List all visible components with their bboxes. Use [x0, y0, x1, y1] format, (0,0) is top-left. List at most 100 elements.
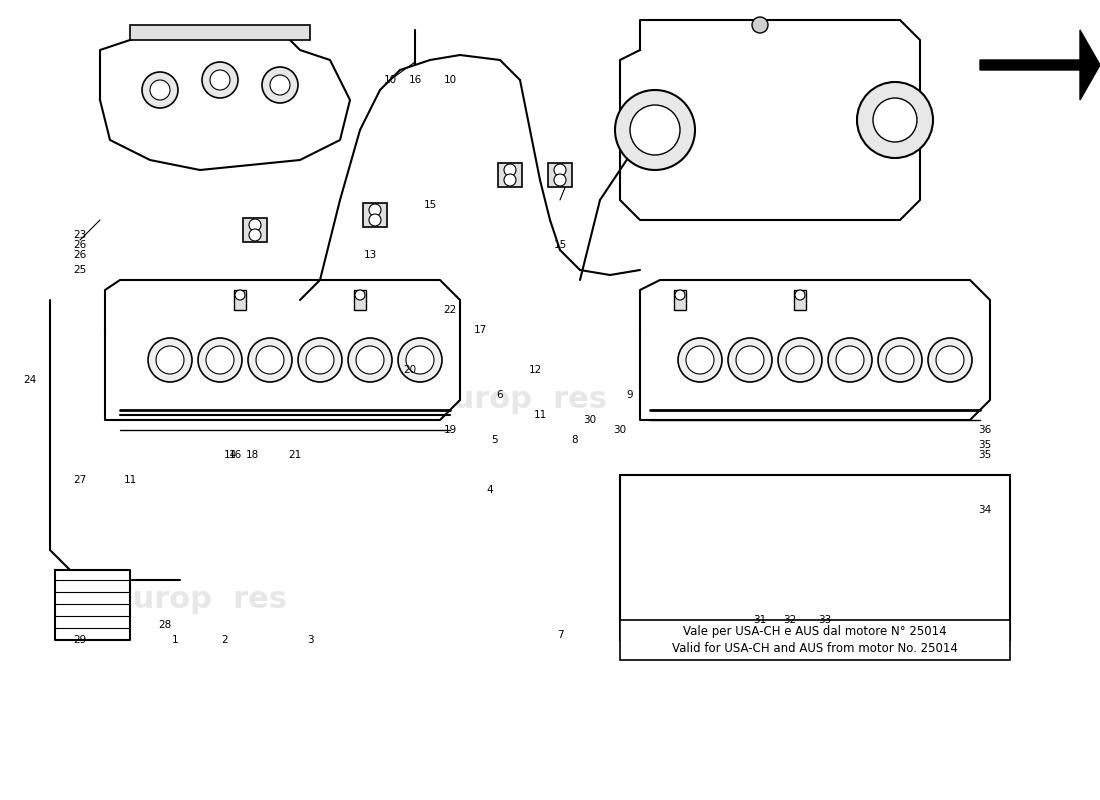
- Text: 28: 28: [158, 620, 172, 630]
- Text: 30: 30: [583, 415, 596, 425]
- Bar: [674, 290, 686, 310]
- Text: 7: 7: [557, 630, 563, 640]
- Circle shape: [936, 346, 964, 374]
- Circle shape: [368, 214, 381, 226]
- Text: 6: 6: [497, 390, 504, 400]
- Circle shape: [298, 338, 342, 382]
- Text: 27: 27: [74, 475, 87, 485]
- Text: 20: 20: [404, 365, 417, 375]
- Circle shape: [554, 164, 566, 176]
- Circle shape: [262, 67, 298, 103]
- Circle shape: [728, 338, 772, 382]
- Circle shape: [235, 290, 245, 300]
- Text: 36: 36: [978, 425, 991, 435]
- Text: 16: 16: [229, 450, 242, 460]
- Circle shape: [778, 338, 822, 382]
- Circle shape: [356, 346, 384, 374]
- Circle shape: [828, 338, 872, 382]
- Text: 11: 11: [534, 410, 547, 420]
- Text: 17: 17: [473, 325, 486, 335]
- Circle shape: [249, 219, 261, 231]
- Text: europ  res: europ res: [733, 586, 908, 614]
- Circle shape: [398, 338, 442, 382]
- Bar: [243, 218, 267, 242]
- Text: 31: 31: [754, 615, 767, 625]
- Circle shape: [615, 90, 695, 170]
- Circle shape: [752, 17, 768, 33]
- Bar: [130, 25, 310, 40]
- Text: Valid for USA-CH and AUS from motor No. 25014: Valid for USA-CH and AUS from motor No. …: [672, 642, 958, 654]
- Text: 10: 10: [384, 75, 397, 85]
- Polygon shape: [640, 280, 990, 420]
- Circle shape: [795, 290, 805, 300]
- Text: 22: 22: [443, 305, 456, 315]
- Text: europ  res: europ res: [112, 386, 287, 414]
- Circle shape: [857, 82, 933, 158]
- Text: 14: 14: [223, 450, 236, 460]
- Text: 26: 26: [74, 250, 87, 260]
- Circle shape: [256, 346, 284, 374]
- Circle shape: [786, 346, 814, 374]
- Text: 21: 21: [288, 450, 301, 460]
- Circle shape: [270, 75, 290, 95]
- Text: 2: 2: [222, 635, 229, 645]
- Text: 1: 1: [172, 635, 178, 645]
- Text: 16: 16: [408, 75, 421, 85]
- Text: 5: 5: [492, 435, 498, 445]
- Text: 15: 15: [553, 240, 566, 250]
- Polygon shape: [100, 30, 350, 170]
- Polygon shape: [620, 20, 920, 220]
- Circle shape: [198, 338, 242, 382]
- Circle shape: [836, 346, 864, 374]
- Circle shape: [368, 204, 381, 216]
- Polygon shape: [104, 280, 460, 420]
- Circle shape: [156, 346, 184, 374]
- Circle shape: [148, 338, 192, 382]
- Text: europ  res: europ res: [112, 586, 287, 614]
- Text: 32: 32: [783, 615, 796, 625]
- Text: 4: 4: [486, 485, 493, 495]
- Circle shape: [504, 174, 516, 186]
- Circle shape: [348, 338, 392, 382]
- Circle shape: [150, 80, 170, 100]
- Text: 26: 26: [74, 240, 87, 250]
- Bar: [548, 163, 572, 187]
- Text: 18: 18: [245, 450, 258, 460]
- Text: 34: 34: [978, 505, 991, 515]
- Text: 29: 29: [74, 635, 87, 645]
- Text: 8: 8: [572, 435, 579, 445]
- Circle shape: [504, 164, 516, 176]
- Bar: [794, 290, 806, 310]
- Circle shape: [878, 338, 922, 382]
- Text: 11: 11: [123, 475, 136, 485]
- Circle shape: [630, 105, 680, 155]
- Text: 3: 3: [307, 635, 314, 645]
- Circle shape: [554, 174, 566, 186]
- Text: 15: 15: [424, 200, 437, 210]
- Bar: [234, 290, 246, 310]
- Bar: [498, 163, 522, 187]
- Circle shape: [202, 62, 238, 98]
- Text: 23: 23: [74, 230, 87, 240]
- Bar: [620, 475, 1010, 640]
- Circle shape: [142, 72, 178, 108]
- Text: 19: 19: [443, 425, 456, 435]
- Circle shape: [406, 346, 434, 374]
- Circle shape: [206, 346, 234, 374]
- Text: europ  res: europ res: [432, 386, 607, 414]
- Text: europ  res: europ res: [733, 386, 908, 414]
- Bar: [354, 290, 366, 310]
- Circle shape: [678, 338, 722, 382]
- Text: 9: 9: [627, 390, 634, 400]
- Text: 35: 35: [978, 440, 991, 450]
- Circle shape: [928, 338, 972, 382]
- Bar: [363, 203, 387, 227]
- Circle shape: [248, 338, 292, 382]
- Text: 10: 10: [443, 75, 456, 85]
- Circle shape: [873, 98, 917, 142]
- Circle shape: [675, 290, 685, 300]
- Circle shape: [249, 229, 261, 241]
- Text: 30: 30: [614, 425, 627, 435]
- Circle shape: [886, 346, 914, 374]
- Circle shape: [736, 346, 764, 374]
